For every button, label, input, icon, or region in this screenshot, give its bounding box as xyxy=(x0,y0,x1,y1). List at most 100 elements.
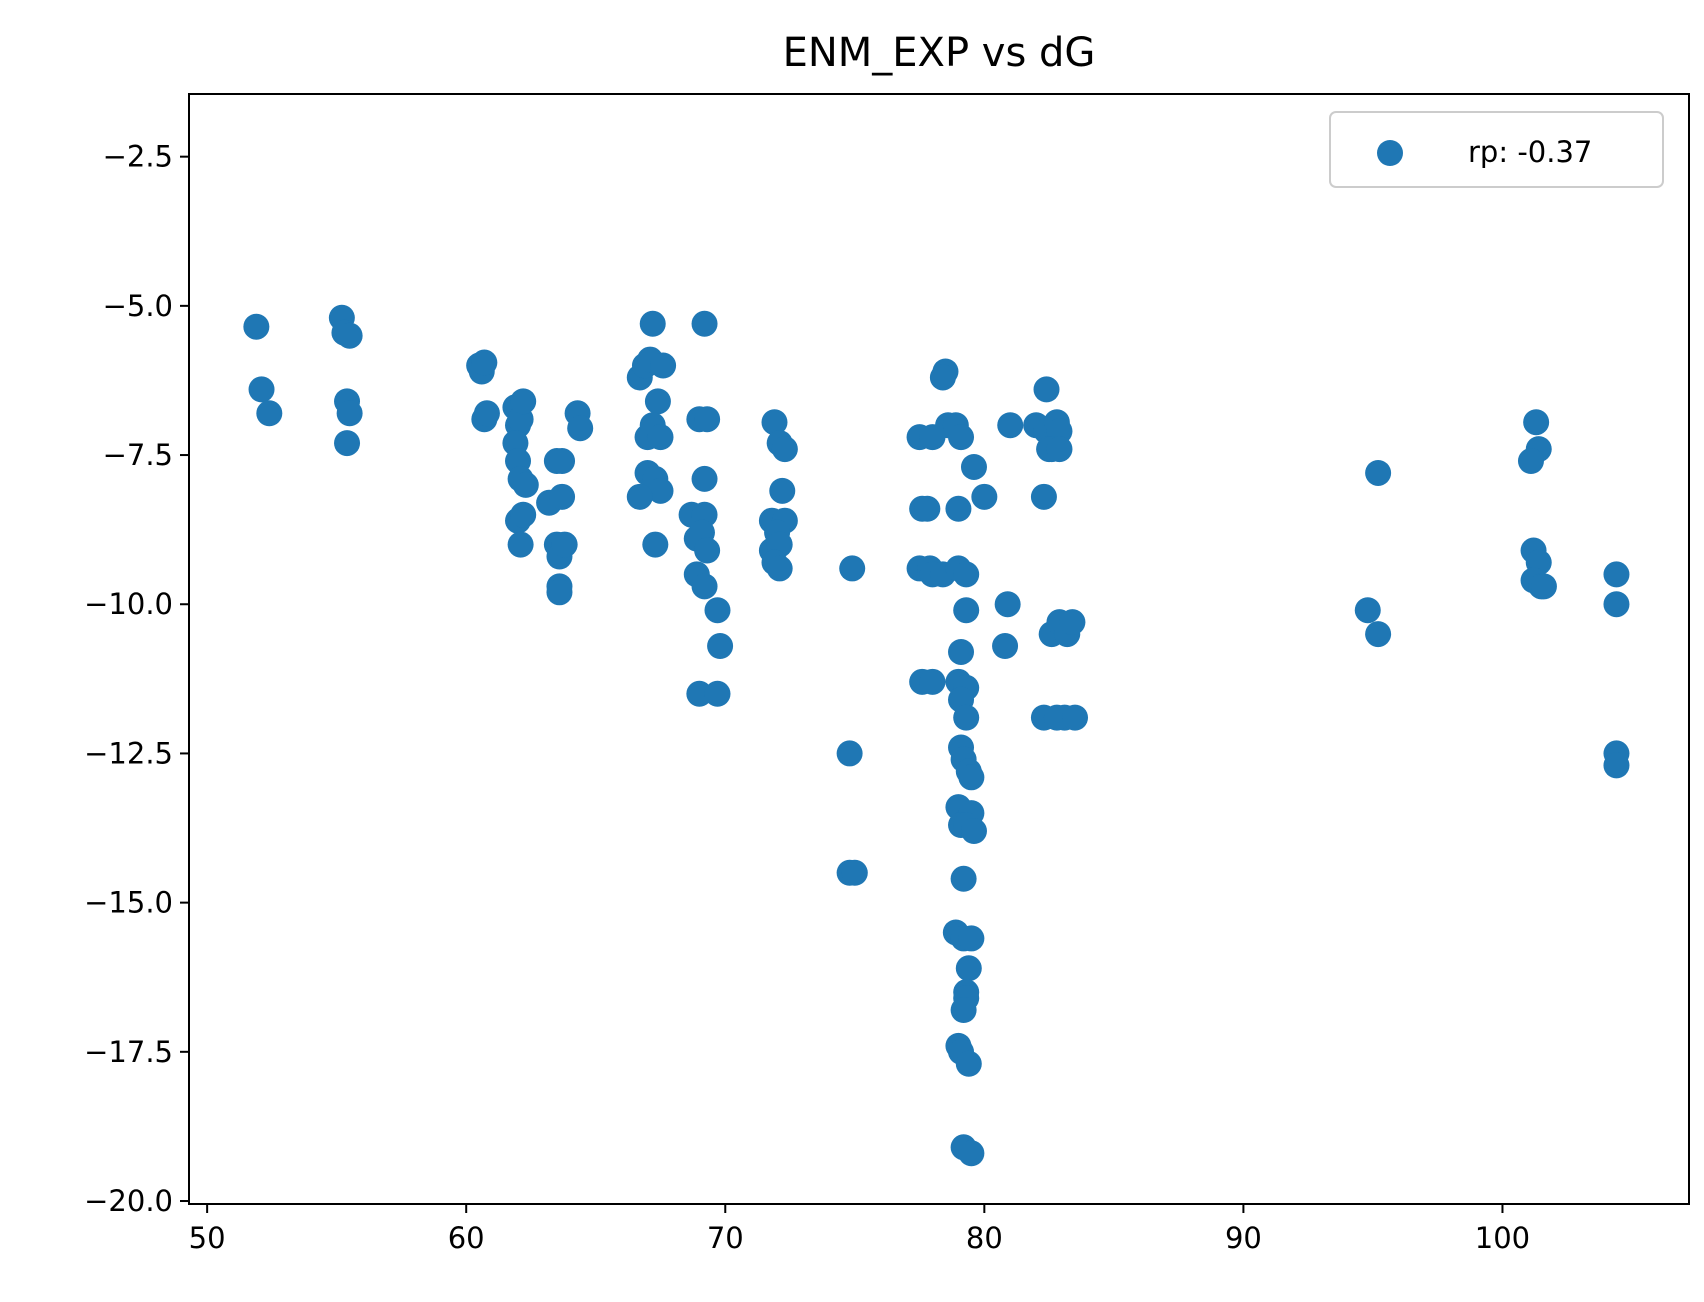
data-point xyxy=(1603,752,1630,779)
data-point xyxy=(953,561,980,588)
data-point xyxy=(243,313,270,340)
data-point xyxy=(958,1140,985,1167)
y-tick-label: −15.0 xyxy=(84,886,173,920)
data-point xyxy=(686,680,713,707)
data-point xyxy=(769,477,796,504)
plot-area-frame xyxy=(188,93,1690,1205)
data-point xyxy=(1365,459,1392,486)
data-point xyxy=(704,597,731,624)
y-tick-label: −2.5 xyxy=(103,140,173,174)
x-tick-label: 90 xyxy=(1225,1221,1262,1255)
data-point xyxy=(953,597,980,624)
data-point xyxy=(953,704,980,731)
legend: rp: -0.37 xyxy=(1329,111,1664,188)
data-point xyxy=(992,633,1019,660)
data-point xyxy=(1530,573,1557,600)
data-point xyxy=(707,633,734,660)
data-point xyxy=(945,495,972,522)
data-point xyxy=(1059,609,1086,636)
data-point xyxy=(639,310,666,337)
data-point xyxy=(549,448,576,475)
data-point xyxy=(771,436,798,463)
x-tick-label: 50 xyxy=(189,1221,226,1255)
data-points xyxy=(243,304,1630,1167)
data-point xyxy=(507,531,534,558)
data-point xyxy=(1603,561,1630,588)
y-tick-label: −20.0 xyxy=(84,1184,173,1218)
data-point xyxy=(626,483,653,510)
data-point xyxy=(960,818,987,845)
data-point xyxy=(567,415,594,442)
data-point xyxy=(551,531,578,558)
data-point xyxy=(248,376,275,403)
data-point xyxy=(948,638,975,665)
x-tick-label: 100 xyxy=(1475,1221,1530,1255)
x-tick-label: 70 xyxy=(707,1221,744,1255)
data-point xyxy=(1062,704,1089,731)
legend-box xyxy=(1329,111,1664,188)
data-point xyxy=(510,501,537,528)
data-point xyxy=(546,579,573,606)
data-point xyxy=(473,400,500,427)
data-point xyxy=(694,406,721,433)
y-tick-label: −17.5 xyxy=(84,1035,173,1069)
x-axis: 50 60 70 80 90 100 xyxy=(189,1204,1530,1255)
y-tick-label: −5.0 xyxy=(103,289,173,323)
legend-label: rp: -0.37 xyxy=(1468,135,1592,169)
y-tick-label: −7.5 xyxy=(103,438,173,472)
data-point xyxy=(766,555,793,582)
data-point xyxy=(1517,448,1544,475)
data-point xyxy=(647,424,674,451)
data-point xyxy=(958,925,985,952)
data-point xyxy=(841,859,868,886)
data-point xyxy=(971,483,998,510)
data-point xyxy=(1033,376,1060,403)
legend-marker xyxy=(1377,140,1403,166)
x-tick-label: 60 xyxy=(448,1221,485,1255)
data-point xyxy=(914,495,941,522)
y-axis: −2.5 −5.0 −7.5 −10.0 −12.5 −15.0 −17.5 −20.0 xyxy=(84,140,189,1218)
data-point xyxy=(647,477,674,504)
data-point xyxy=(955,955,982,982)
data-point xyxy=(642,531,669,558)
data-point xyxy=(704,680,731,707)
data-point xyxy=(761,409,788,436)
data-point xyxy=(512,471,539,498)
data-point xyxy=(691,465,718,492)
data-point xyxy=(997,412,1024,439)
data-point xyxy=(691,310,718,337)
data-point xyxy=(839,555,866,582)
data-point xyxy=(1354,597,1381,624)
data-point xyxy=(650,352,677,379)
data-point xyxy=(334,430,361,457)
data-point xyxy=(1043,704,1070,731)
x-tick-label: 80 xyxy=(966,1221,1003,1255)
data-point xyxy=(549,483,576,510)
data-point xyxy=(1046,436,1073,463)
data-point xyxy=(336,322,363,349)
data-point xyxy=(955,1050,982,1077)
data-point xyxy=(929,364,956,391)
data-point xyxy=(1523,409,1550,436)
data-point xyxy=(836,740,863,767)
data-point xyxy=(471,349,498,376)
data-point xyxy=(694,537,721,564)
data-point xyxy=(950,865,977,892)
data-point xyxy=(691,573,718,600)
data-point xyxy=(994,591,1021,618)
y-tick-label: −12.5 xyxy=(84,736,173,770)
data-point xyxy=(950,997,977,1024)
chart-title: ENM_EXP vs dG xyxy=(783,30,1096,76)
data-point xyxy=(1030,483,1057,510)
data-point xyxy=(919,668,946,695)
y-tick-label: −10.0 xyxy=(84,587,173,621)
data-point xyxy=(510,388,537,415)
data-point xyxy=(1603,591,1630,618)
data-point xyxy=(948,424,975,451)
data-point xyxy=(960,453,987,480)
data-point xyxy=(1365,621,1392,648)
data-point xyxy=(256,400,283,427)
data-point xyxy=(644,388,671,415)
